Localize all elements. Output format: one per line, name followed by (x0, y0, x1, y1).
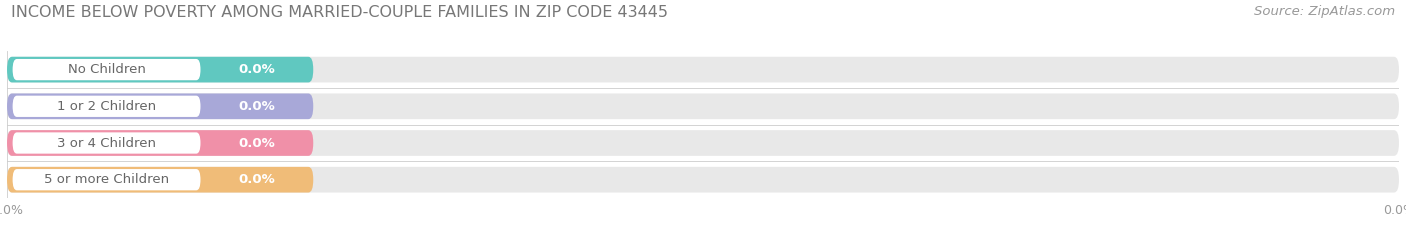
FancyBboxPatch shape (7, 57, 314, 82)
Text: 0.0%: 0.0% (239, 100, 276, 113)
FancyBboxPatch shape (7, 93, 314, 119)
FancyBboxPatch shape (13, 132, 201, 154)
FancyBboxPatch shape (7, 130, 1399, 156)
FancyBboxPatch shape (7, 57, 1399, 82)
FancyBboxPatch shape (13, 59, 201, 80)
FancyBboxPatch shape (7, 93, 1399, 119)
Text: INCOME BELOW POVERTY AMONG MARRIED-COUPLE FAMILIES IN ZIP CODE 43445: INCOME BELOW POVERTY AMONG MARRIED-COUPL… (11, 5, 668, 20)
Text: 5 or more Children: 5 or more Children (44, 173, 169, 186)
Text: No Children: No Children (67, 63, 145, 76)
Text: 0.0%: 0.0% (239, 173, 276, 186)
Text: 0.0%: 0.0% (239, 63, 276, 76)
Text: Source: ZipAtlas.com: Source: ZipAtlas.com (1254, 5, 1395, 18)
Text: 3 or 4 Children: 3 or 4 Children (58, 137, 156, 150)
FancyBboxPatch shape (13, 96, 201, 117)
Text: 0.0%: 0.0% (239, 137, 276, 150)
FancyBboxPatch shape (7, 167, 1399, 192)
FancyBboxPatch shape (7, 167, 314, 192)
FancyBboxPatch shape (13, 169, 201, 190)
Text: 1 or 2 Children: 1 or 2 Children (58, 100, 156, 113)
FancyBboxPatch shape (7, 130, 314, 156)
